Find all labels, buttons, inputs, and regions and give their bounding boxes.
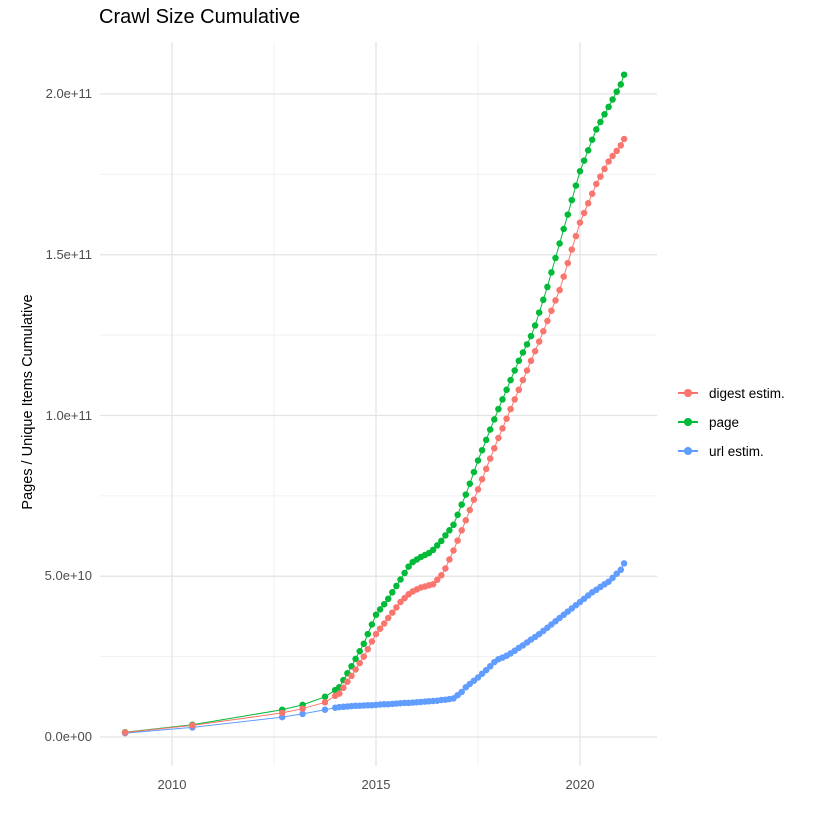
legend-key-digest-estim: [676, 381, 700, 405]
series-digest-estim-: [121, 135, 628, 736]
legend-point-icon: [684, 447, 692, 455]
chart-title: Crawl Size Cumulative: [99, 6, 301, 28]
y-tick-label: 2.0e+11: [45, 86, 92, 101]
legend-key-url-estim: [676, 439, 700, 463]
legend-key-page: [676, 410, 700, 434]
legend-item-url-estim: url estim.: [676, 439, 785, 463]
legend-point-icon: [684, 389, 692, 397]
x-tick-label: 2020: [565, 777, 595, 792]
y-axis-title: Pages / Unique Items Cumulative: [20, 294, 36, 510]
legend-label: page: [709, 414, 740, 430]
x-tick-label: 2010: [157, 777, 187, 792]
legend-item-page: page: [676, 410, 785, 434]
legend-item-digest-estim: digest estim.: [676, 381, 785, 405]
y-tick-label: 0.0e+00: [44, 729, 92, 744]
legend-point-icon: [684, 418, 692, 426]
series-url-estim-: [121, 560, 628, 737]
legend-label: digest estim.: [709, 385, 785, 401]
legend: digest estim. page url estim.: [676, 381, 785, 468]
y-tick-label: 5.0e+10: [44, 568, 92, 584]
x-tick-label: 2015: [361, 777, 391, 792]
legend-label: url estim.: [709, 443, 764, 459]
series-page: [121, 71, 628, 736]
y-tick-label: 1.5e+11: [45, 246, 92, 262]
y-tick-label: 1.0e+11: [45, 407, 92, 423]
